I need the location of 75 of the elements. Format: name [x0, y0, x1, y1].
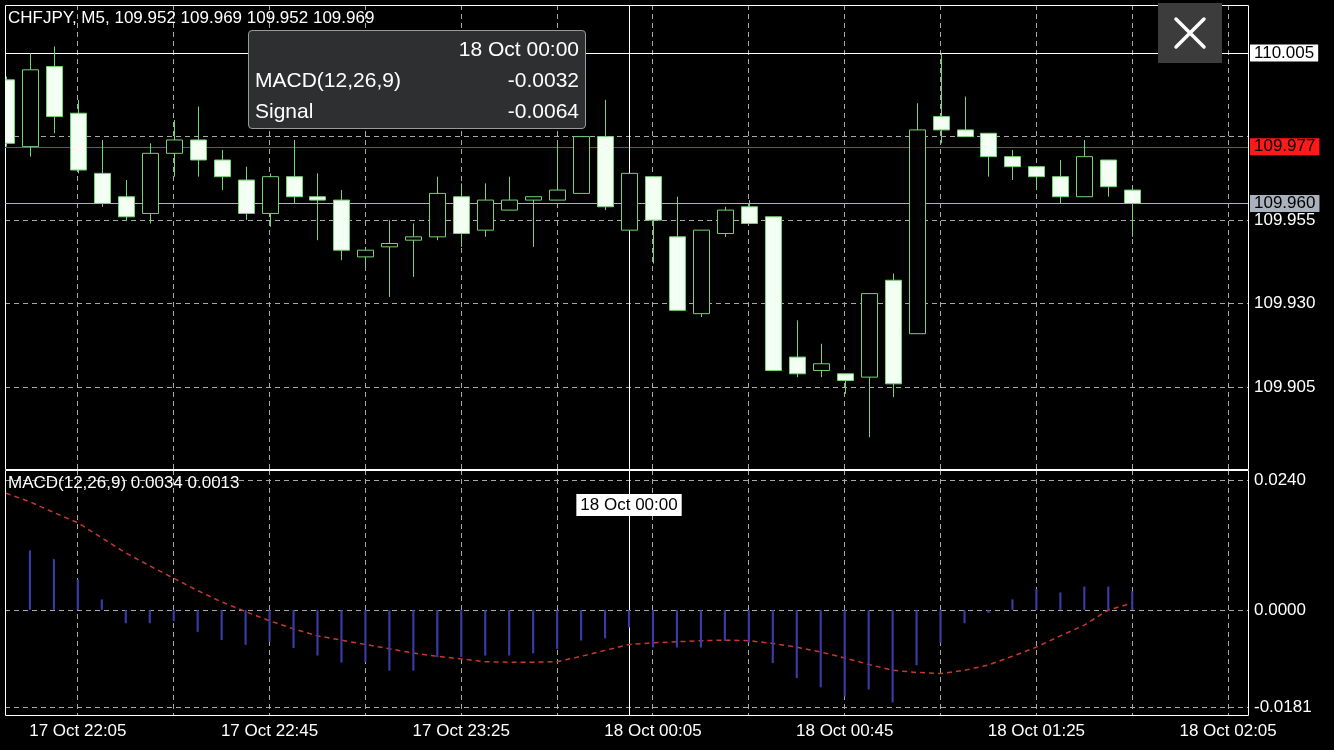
bar — [508, 610, 511, 656]
annotation: -0.0064 — [507, 98, 579, 124]
x-tick-label: 17 Oct 22:45 — [220, 720, 319, 740]
bar — [316, 610, 319, 656]
bar — [1107, 586, 1110, 610]
annotation: -0.0032 — [507, 67, 579, 93]
bar — [915, 610, 918, 666]
bar — [412, 610, 415, 671]
bar — [723, 610, 726, 642]
bar — [268, 610, 271, 642]
bar — [891, 610, 894, 703]
candlestick — [525, 196, 542, 248]
bar — [244, 610, 247, 645]
bar — [819, 610, 822, 688]
candlestick — [405, 222, 422, 278]
bar — [220, 610, 223, 640]
bar — [963, 610, 966, 624]
ref-line-label: 110.005 — [1254, 42, 1315, 62]
bar — [603, 610, 607, 639]
bar — [484, 610, 487, 656]
bar — [556, 610, 559, 650]
bar — [340, 610, 343, 663]
y-tick-label: 109.930 — [1254, 293, 1316, 313]
bar — [795, 610, 798, 679]
bar — [124, 610, 127, 624]
candlestick — [309, 172, 326, 241]
bar — [867, 610, 870, 690]
bar — [1131, 591, 1134, 610]
bar — [1059, 592, 1062, 610]
annotation: MACD(12,26,9) — [255, 67, 401, 93]
bar — [76, 579, 79, 610]
y-tick-label: -0.0181 — [1254, 697, 1312, 717]
candlestick — [837, 373, 854, 395]
bar — [699, 610, 702, 648]
ref-line-label: 109.977 — [1254, 136, 1316, 156]
bar — [843, 610, 846, 697]
candlestick — [166, 119, 183, 178]
bar — [747, 610, 750, 643]
bar — [436, 610, 439, 658]
annotation: Signal — [255, 98, 314, 124]
chart-title: CHFJPY, M5, 109.952 109.969 109.952 109.969 — [8, 7, 375, 27]
bar — [987, 610, 990, 614]
bar — [627, 610, 631, 628]
y-tick-label: 109.905 — [1254, 376, 1316, 396]
bar — [532, 610, 535, 654]
bar — [292, 610, 295, 649]
bar — [148, 610, 151, 624]
x-tick-label: 18 Oct 01:25 — [987, 720, 1086, 740]
bar — [364, 610, 367, 663]
x-tick-label: 17 Oct 23:25 — [412, 720, 510, 740]
bar — [100, 599, 103, 610]
y-tick-label: 0.0240 — [1254, 470, 1306, 490]
x-tick-label: 18 Oct 02:05 — [1179, 720, 1277, 740]
bar — [52, 559, 55, 610]
bar — [939, 610, 942, 643]
bar — [172, 610, 175, 622]
annotation: 18 Oct 00:00 — [457, 36, 579, 62]
bar — [651, 610, 655, 648]
bar — [771, 610, 774, 664]
x-tick-label: 17 Oct 22:05 — [29, 720, 127, 740]
bar — [580, 610, 583, 641]
candlestick — [741, 199, 758, 224]
bar — [1083, 586, 1086, 610]
x-tick-label: 18 Oct 00:45 — [796, 720, 894, 740]
bar — [1035, 589, 1038, 610]
bar — [1011, 599, 1014, 610]
x-tick-label: 18 Oct 00:05 — [604, 720, 702, 740]
y-tick-label: 0.0000 — [1254, 599, 1306, 619]
bar — [196, 610, 199, 632]
chart-title: MACD(12,26,9) 0.0034 0.0013 — [8, 472, 240, 492]
bar — [388, 610, 391, 671]
bar — [675, 610, 679, 648]
bar — [28, 550, 31, 610]
bar — [460, 610, 463, 658]
candlestick — [813, 343, 830, 378]
